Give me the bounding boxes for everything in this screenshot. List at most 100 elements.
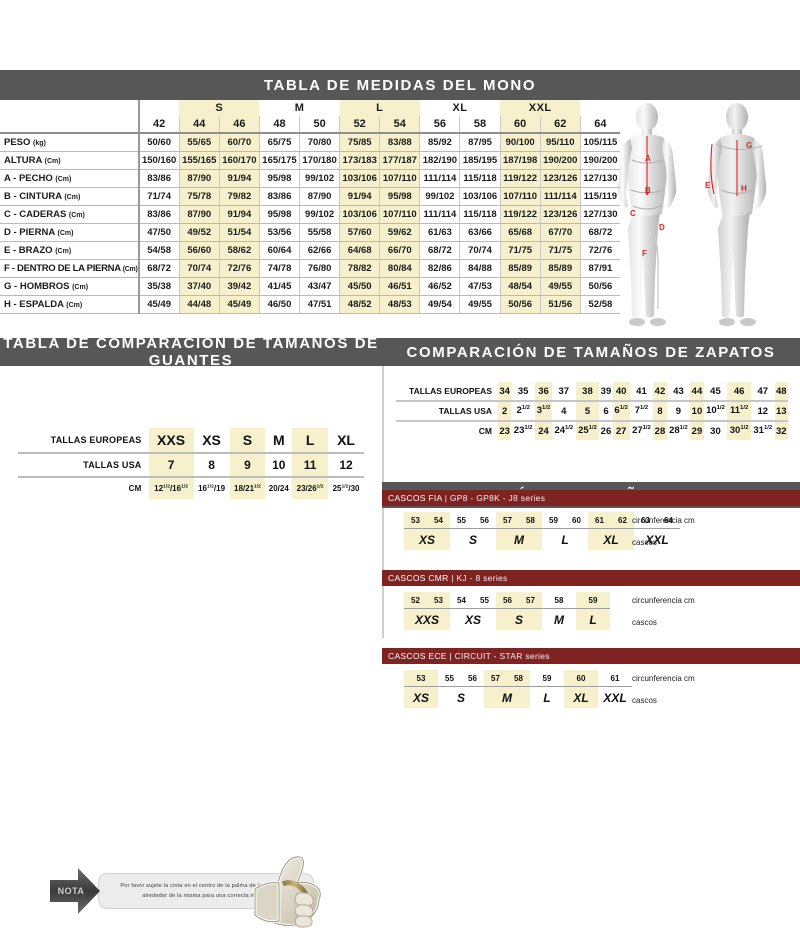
table-row: F - DENTRO DE LA PIERNA (Cm) 68/72 70/74 72… [0,259,620,278]
helmet-circumference-cell: 53 [404,670,438,687]
mono-value-cell: 70/74 [178,259,220,278]
mono-value-cell: 71/74 [138,187,180,206]
mono-row-header: G - HOMBROS (Cm) [0,277,140,296]
group-cell-xl: XL [452,102,468,114]
mono-value-cell: 85/92 [419,133,460,152]
svg-text:E: E [705,181,711,190]
glove-illustration [248,853,338,933]
mono-row-header: A - PECHO (Cm) [0,169,140,188]
mannequin-front [617,103,677,326]
mono-value-cell: 170/180 [299,151,340,170]
mono-value-cell: 59/62 [379,223,420,242]
helmet-circumference-row: 52 53 54 55 56 57 58 59 [404,592,610,609]
mono-value-cell: 55/58 [299,223,340,242]
mono-value-cell: 185/195 [459,151,501,170]
mono-value-cell: 72/76 [218,259,260,278]
shoe-eu-cell: 35 [511,382,535,402]
helmet-circumference-value: 61 [610,673,620,683]
shoe-cm-cell: 27 [612,421,630,440]
glove-cm-cell: 161/2/19 [198,484,226,493]
svg-text:G: G [746,141,752,150]
helmet-section: CASCOS ECE | CIRCUIT - STAR series 53 55 56… [382,648,800,726]
mono-row-label: B - CINTURA (Cm) [4,191,81,202]
mono-value-cell: 65/75 [258,133,300,152]
mono-value-cell: 119/122 [499,205,541,224]
helmet-side-label-circumference: circunferencia cm [632,516,695,525]
helmet-section-bar: CASCOS FIA | GP8 - GP8K - J8 series [382,490,800,506]
helmet-circumference-cell: 59 [530,670,564,687]
mono-size-header: 42 [138,116,180,134]
mono-value-cell: 78/82 [339,259,380,278]
mono-value-cell: 48/52 [339,295,380,314]
helmet-circumference-cell: 61 [598,670,632,687]
mono-value-cell: 45/49 [218,295,260,314]
shoe-eu-cell: 38 [575,382,600,402]
helmet-circumference-row: 53 54 55 56 57 58 59 60 61 62 63 64 [404,512,680,529]
mono-size-header: 54 [379,116,420,134]
glove-eu-cell: L [292,428,329,454]
helmet-size-grid: 53 54 55 56 57 58 59 60 61 62 63 64 XS S M L XL XXL [404,512,680,550]
group-cell-l: L [339,100,420,116]
mono-value-cell: 115/118 [459,205,501,224]
gloves-cm-label: CM [128,484,142,493]
helmet-circumference-value: 56 [480,515,489,525]
svg-text:D: D [659,223,665,232]
helmet-side-label-circumference: circunferencia cm [632,596,695,605]
mono-row-header: ALTURA (Cm) [0,151,140,170]
mono-value-cell: 79/82 [218,187,260,206]
mono-value-cell: 47/53 [459,277,501,296]
mono-value-cell: 75/85 [339,133,380,152]
helmet-circumference-value: 60 [572,515,581,525]
helmet-circumference-value: 56 [503,595,512,605]
mono-value-cell: 177/187 [379,151,420,170]
mono-value-cell: 165/175 [258,151,300,170]
mono-value-cell: 87/90 [178,169,220,188]
mannequin-markers: A B C D F E G H [630,141,752,258]
shoe-cm-cell: 26 [600,425,612,437]
mono-row-unit: (Cm) [68,212,85,219]
shoe-usa-cell: 12 [750,401,775,422]
glove-cm-cell: 251/2/30 [332,484,360,493]
mono-row-header: H - ESPALDA (Cm) [0,295,140,314]
mono-value-cell: 123/126 [539,205,581,224]
mono-value-cell: 52/58 [579,295,620,314]
glove-eu-cell: XL [328,428,364,454]
mono-value-cell: 49/55 [539,277,581,296]
helmet-size-row: XS S M L XL XXL [404,687,632,708]
mono-size-header: 56 [419,116,460,134]
gloves-usa-label: TALLAS USA [18,453,149,478]
mono-value-cell: 68/72 [419,241,460,260]
mono-value-cell: 99/102 [419,187,460,206]
helmet-circumference-value: 53 [434,595,443,605]
mono-value-cell: 39/42 [218,277,260,296]
mono-row-header: B - CINTURA (Cm) [0,187,140,206]
mono-value-cell: 68/72 [579,223,620,242]
shoes-eu-row: TALLAS EUROPEAS 34 35 36 37 38 39 40 41 42 43 44 45… [396,382,788,402]
group-row-spacer [0,100,140,116]
mono-row-label: G - HOMBROS (Cm) [4,281,89,292]
mono-value-cell: 75/78 [178,187,220,206]
mono-value-cell: 150/160 [138,151,180,170]
mono-value-cell: 182/190 [419,151,460,170]
helmet-circumference-cell: 55 56 [438,670,484,687]
shoe-cm-cell: 271/2 [632,425,651,437]
helmet-circumference-cell: 54 55 [450,592,496,609]
mono-value-cell: 76/80 [299,259,340,278]
shoe-usa-cell: 8 [653,401,667,422]
glove-usa-cell: 8 [193,453,230,478]
helmet-circumference-value: 54 [434,515,443,525]
shoe-cm-cell: 281/2 [669,425,688,437]
helmet-size-cell: S [456,690,465,705]
mono-value-cell: 99/102 [299,169,340,188]
shoes-title: COMPARACIÓN DE TAMAÑOS DE ZAPATOS [406,343,776,361]
helmet-size-cell: XXS [404,609,450,630]
helmet-side-label-circumference: circunferencia cm [632,674,695,683]
gloves-title-bar: TABLA DE COMPARACIÓN DE TAMAÑOS DE GUANT… [0,335,382,369]
mono-value-cell: 87/90 [299,187,340,206]
mono-row-label: C - CADERAS (Cm) [4,209,85,220]
helmet-circumference-value: 62 [618,515,627,525]
table-row: ALTURA (Cm) 150/160 155/165 160/170 165/175 1… [0,151,620,170]
mono-value-cell: 60/64 [258,241,300,260]
mono-value-cell: 47/51 [299,295,340,314]
mono-value-cell: 155/165 [178,151,220,170]
